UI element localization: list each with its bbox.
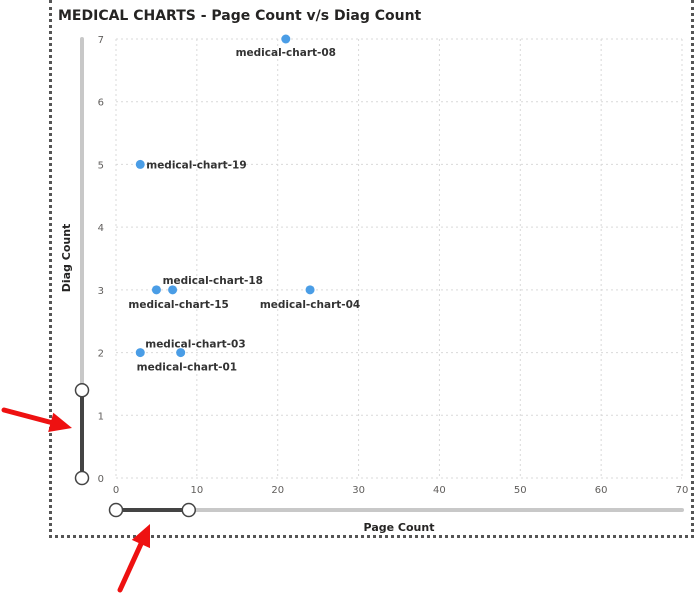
y-tick-label: 1: [98, 411, 104, 422]
x-tick-label: 50: [514, 485, 527, 496]
x-tick-label: 30: [352, 485, 365, 496]
x-tick-label: 20: [271, 485, 284, 496]
data-point-label: medical-chart-03: [145, 339, 245, 351]
data-point-label: medical-chart-08: [236, 47, 336, 59]
data-point[interactable]: [151, 285, 161, 295]
y-axis-title: Diag Count: [60, 224, 73, 293]
y-tick-label: 7: [98, 35, 104, 46]
data-point-label: medical-chart-01: [137, 362, 237, 374]
y-zoom-handle-min[interactable]: [74, 470, 90, 486]
red-arrow-y-slider: [1, 407, 72, 433]
data-point[interactable]: [176, 348, 186, 358]
data-point-label: medical-chart-15: [128, 299, 228, 311]
data-point[interactable]: [135, 348, 145, 358]
tick-layer: 0 10 20 30 40 50 60 70 0 1 2 3 4 5 6 7: [98, 35, 689, 496]
x-tick-label: 60: [595, 485, 608, 496]
point-layer: medical-chart-08 medical-chart-19 medical-…: [128, 34, 360, 374]
y-tick-label: 3: [98, 286, 104, 297]
x-tick-label: 70: [676, 485, 689, 496]
data-point-label: medical-chart-04: [260, 299, 360, 311]
x-tick-label: 0: [113, 485, 119, 496]
x-tick-label: 40: [433, 485, 446, 496]
y-tick-label: 0: [98, 474, 104, 485]
y-tick-label: 4: [98, 223, 104, 234]
data-point-label: medical-chart-19: [146, 159, 246, 171]
x-zoom-handle-max[interactable]: [181, 502, 197, 518]
x-zoom-slider[interactable]: [108, 502, 684, 518]
y-zoom-handle-max[interactable]: [74, 382, 90, 398]
chart-visual-frame: [49, 0, 694, 538]
x-axis-title: Page Count: [364, 521, 435, 534]
y-tick-label: 5: [98, 160, 104, 171]
data-point-label: medical-chart-18: [163, 275, 263, 287]
y-tick-label: 6: [98, 98, 104, 109]
y-zoom-slider[interactable]: [74, 37, 90, 486]
grid-layer: [115, 38, 683, 479]
x-tick-label: 10: [190, 485, 203, 496]
x-zoom-handle-min[interactable]: [108, 502, 124, 518]
chart-title: MEDICAL CHARTS - Page Count v/s Diag Cou…: [58, 8, 422, 24]
data-point[interactable]: [281, 34, 291, 44]
data-point[interactable]: [305, 285, 315, 295]
y-tick-label: 2: [98, 349, 104, 360]
red-arrow-x-slider: [117, 524, 150, 593]
annotation-arrows: [1, 407, 150, 593]
data-point[interactable]: [135, 159, 145, 169]
data-point[interactable]: [168, 285, 178, 295]
